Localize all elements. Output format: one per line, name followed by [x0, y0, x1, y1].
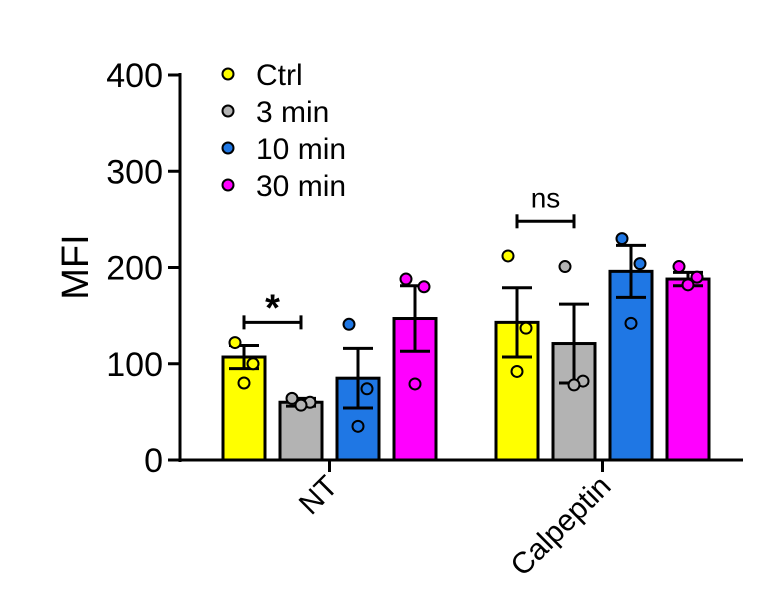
bar-0-1 [278, 400, 324, 462]
y-tick-label-2: 200 [106, 250, 163, 288]
data-point-1-2-0 [615, 232, 629, 246]
data-point-0-2-2 [351, 419, 365, 433]
legend-label-0: Ctrl [256, 59, 303, 92]
significance-label-0: * [265, 287, 280, 329]
data-point-0-1-2 [294, 398, 308, 412]
y-tick-label-1: 100 [106, 346, 163, 384]
data-point-1-3-1 [690, 270, 704, 284]
y-tick-label-4: 400 [106, 57, 163, 95]
legend-label-1: 3 min [256, 96, 329, 129]
legend-marker-3 [221, 178, 235, 192]
data-point-1-1-0 [558, 260, 572, 274]
significance-annotations: * ns [242, 182, 576, 330]
legend-marker-0 [221, 67, 235, 81]
data-point-0-0-0 [228, 336, 242, 350]
data-point-1-1-2 [567, 378, 581, 392]
legend-marker-1 [221, 104, 235, 118]
data-point-1-0-1 [519, 321, 533, 335]
y-axis-title: MFI [55, 234, 97, 299]
group-labels: NT Calpeptin [293, 460, 617, 583]
data-point-0-3-0 [399, 272, 413, 286]
data-point-0-0-2 [237, 376, 251, 390]
data-point-0-2-0 [342, 317, 356, 331]
data-point-1-2-1 [633, 257, 647, 271]
legend: Ctrl 3 min 10 min 30 min [221, 59, 346, 203]
data-point-0-3-2 [408, 377, 422, 391]
significance-label-1: ns [531, 182, 561, 213]
legend-label-2: 10 min [256, 133, 346, 166]
data-point-1-3-0 [672, 260, 686, 274]
data-point-1-2-2 [624, 316, 638, 330]
legend-marker-2 [221, 141, 235, 155]
data-point-0-1-0 [285, 391, 299, 405]
bar-0-0 [221, 355, 267, 462]
data-point-0-0-1 [246, 357, 260, 371]
bar-1-2 [608, 269, 654, 462]
y-tick-label-3: 300 [106, 153, 163, 191]
group-label-1: Calpeptin [504, 470, 617, 583]
data-point-1-3-2 [681, 278, 695, 292]
bar-1-3 [665, 277, 711, 462]
bars-layer [221, 232, 711, 462]
legend-label-3: 30 min [256, 170, 346, 203]
data-point-1-0-0 [501, 249, 515, 263]
data-point-0-2-1 [360, 382, 374, 396]
y-tick-label-0: 0 [144, 442, 163, 480]
data-point-1-0-2 [510, 364, 524, 378]
y-ticks: 0 100 200 300 400 [106, 57, 180, 480]
group-label-0: NT [293, 470, 345, 522]
data-point-0-3-1 [417, 280, 431, 294]
